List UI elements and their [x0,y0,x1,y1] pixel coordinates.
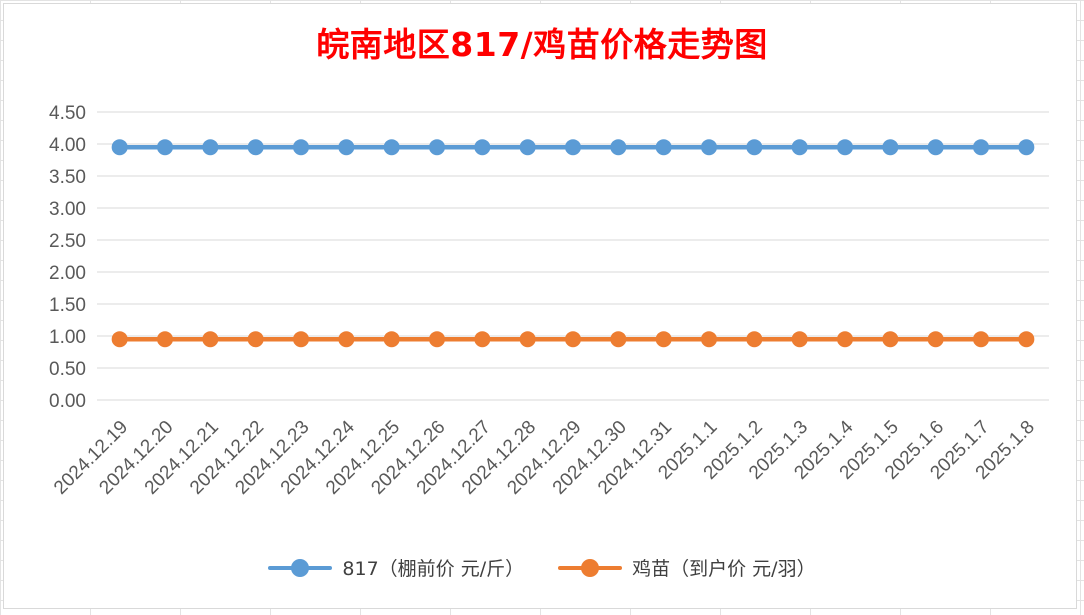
data-point-series-1 [338,331,355,348]
data-point-series-0 [565,139,581,156]
data-point-series-0 [927,139,944,156]
data-point-series-1 [1018,331,1035,348]
data-point-series-0 [111,139,128,156]
chart-area[interactable] [3,3,1077,609]
data-point-series-1 [247,331,264,348]
y-tick-label: 1.50 [49,295,86,316]
legend-item-817[interactable]: 817（棚前价 元/斤） [268,554,524,581]
data-point-series-1 [701,331,717,348]
data-point-series-0 [247,139,264,156]
data-point-series-1 [519,331,536,348]
y-tick-label: 1.00 [49,327,86,348]
y-tick-label: 0.50 [49,359,86,380]
data-point-series-1 [973,331,989,348]
data-point-series-1 [429,331,445,348]
data-point-series-0 [837,139,853,156]
data-point-series-0 [429,139,445,156]
data-point-series-1 [474,331,491,348]
data-point-series-1 [383,331,400,348]
legend-label-817: 817（棚前价 元/斤） [342,558,525,580]
data-point-series-1 [791,331,808,348]
data-point-series-0 [701,139,717,156]
data-point-series-1 [202,331,219,348]
data-point-series-0 [474,139,491,156]
data-point-series-0 [519,139,536,156]
legend-swatch-chick [558,558,623,577]
data-point-series-0 [746,139,763,156]
y-tick-label: 4.00 [49,135,86,156]
data-point-series-1 [837,331,853,348]
data-point-series-0 [655,139,672,156]
data-point-series-0 [1018,139,1035,156]
data-point-series-0 [610,139,627,156]
y-tick-label: 2.50 [49,231,86,252]
data-point-series-1 [111,331,128,348]
data-point-series-0 [202,139,219,156]
y-tick-label: 2.00 [49,263,86,284]
data-point-series-1 [882,331,899,348]
legend-item-chick[interactable]: 鸡苗（到户价 元/羽） [558,554,816,581]
data-point-series-1 [746,331,763,348]
data-point-series-1 [293,331,309,348]
y-tick-label: 3.00 [49,199,86,220]
data-point-series-0 [338,139,355,156]
legend[interactable]: 817（棚前价 元/斤） 鸡苗（到户价 元/羽） [0,554,1084,581]
y-tick-label: 3.50 [49,167,86,188]
data-point-series-1 [157,331,173,348]
chart-title: 皖南地区817/鸡苗价格走势图 [316,25,768,64]
data-point-series-0 [973,139,989,156]
data-point-series-1 [655,331,672,348]
data-point-series-1 [565,331,581,348]
data-point-series-1 [610,331,627,348]
data-point-series-0 [293,139,309,156]
legend-swatch-817 [268,558,333,577]
data-point-series-0 [791,139,808,156]
y-tick-label: 0.00 [49,391,86,412]
data-point-series-1 [927,331,944,348]
data-point-series-0 [383,139,400,156]
data-point-series-0 [882,139,899,156]
legend-label-chick: 鸡苗（到户价 元/羽） [632,558,816,580]
y-tick-label: 4.50 [49,103,86,124]
data-point-series-0 [157,139,173,156]
